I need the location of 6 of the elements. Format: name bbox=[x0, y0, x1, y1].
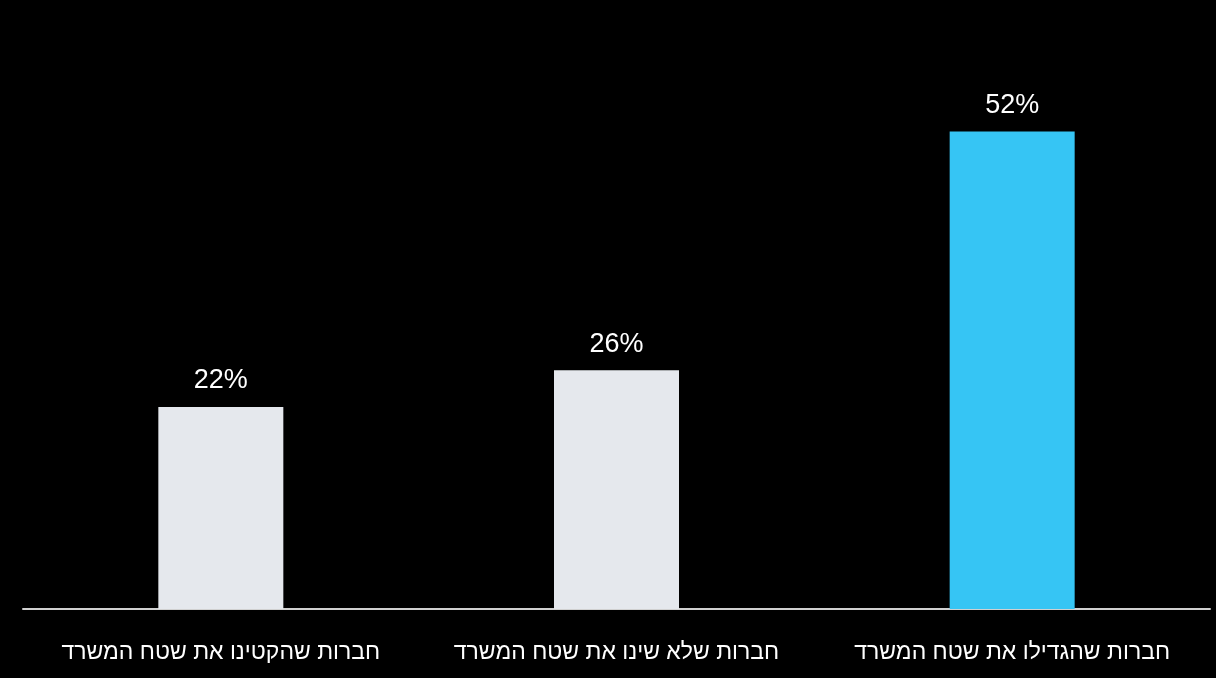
x-tick-label: חברות שהקטינו את שטח המשרד bbox=[61, 637, 381, 664]
data-label: 52% bbox=[985, 88, 1040, 119]
data-label: 22% bbox=[193, 364, 248, 395]
data-label: 26% bbox=[589, 327, 644, 358]
x-tick-label: חברות שהגדילו את שטח המשרד bbox=[854, 637, 1171, 664]
x-tick-label: חברות שלא שינו את שטח המשרד bbox=[453, 637, 780, 664]
